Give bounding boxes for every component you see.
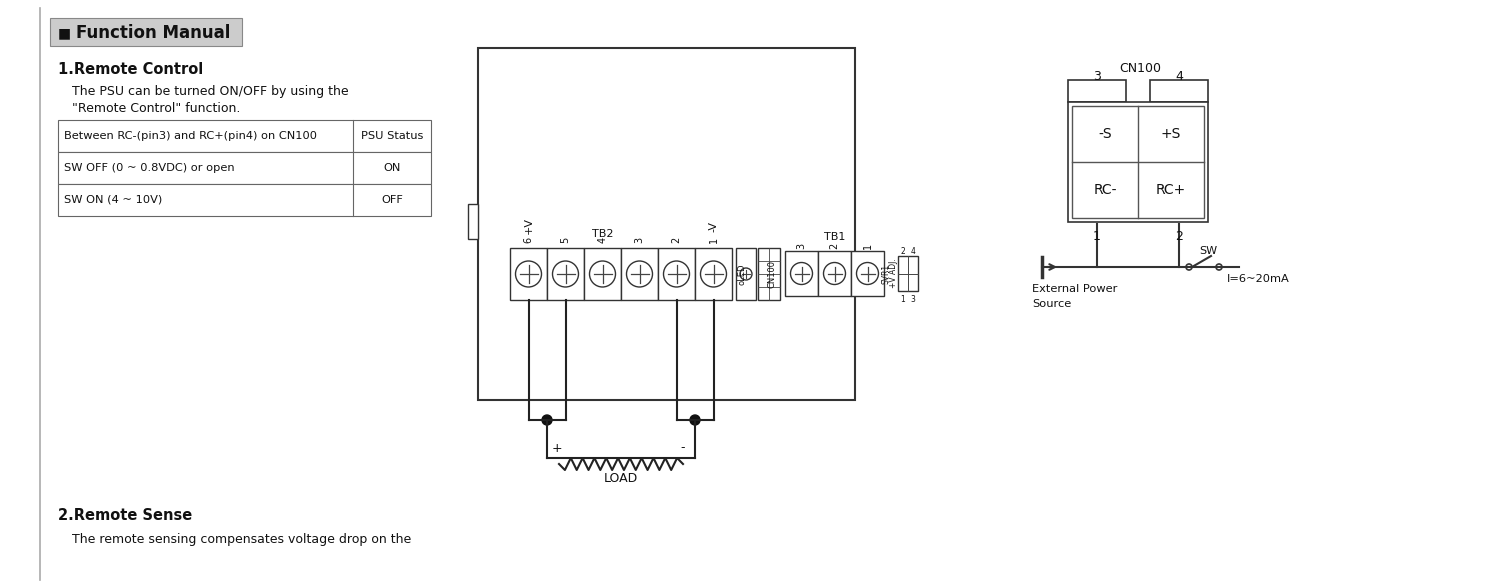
- Text: 3: 3: [1093, 69, 1101, 82]
- Text: SW OFF (0 ~ 0.8VDC) or open: SW OFF (0 ~ 0.8VDC) or open: [64, 163, 234, 173]
- Circle shape: [541, 415, 552, 425]
- Text: 1: 1: [862, 243, 872, 249]
- Bar: [510, 248, 547, 300]
- Bar: [1067, 102, 1208, 222]
- Bar: [736, 248, 756, 300]
- Bar: [478, 48, 854, 400]
- Text: -: -: [680, 442, 685, 455]
- Text: CN100: CN100: [1119, 62, 1161, 75]
- Text: OFF: OFF: [381, 195, 402, 205]
- Bar: [696, 248, 732, 300]
- Text: +: +: [552, 442, 562, 455]
- Bar: [547, 248, 584, 300]
- Circle shape: [626, 261, 653, 287]
- Text: -V: -V: [709, 220, 718, 232]
- Text: 3: 3: [797, 243, 806, 249]
- Bar: [57, 184, 431, 216]
- Text: CN100: CN100: [768, 260, 777, 288]
- Circle shape: [739, 268, 751, 280]
- Text: 1: 1: [1093, 229, 1101, 242]
- Text: +V: +V: [523, 218, 534, 235]
- Text: 4: 4: [910, 246, 915, 256]
- Bar: [898, 256, 918, 291]
- Text: The remote sensing compensates voltage drop on the: The remote sensing compensates voltage d…: [73, 533, 411, 546]
- Text: 3: 3: [910, 295, 915, 303]
- Bar: [1151, 80, 1208, 102]
- Circle shape: [824, 262, 845, 285]
- Text: 2: 2: [901, 246, 906, 256]
- Bar: [584, 248, 621, 300]
- Circle shape: [1185, 264, 1191, 270]
- Text: 2.Remote Sense: 2.Remote Sense: [57, 507, 192, 523]
- Text: oLED: oLED: [738, 263, 747, 285]
- Text: 4: 4: [597, 237, 608, 243]
- Bar: [57, 120, 431, 152]
- Text: "Remote Control" function.: "Remote Control" function.: [73, 102, 240, 115]
- Text: 2: 2: [1175, 229, 1182, 242]
- Bar: [1072, 106, 1204, 218]
- Circle shape: [516, 261, 541, 287]
- Bar: [818, 251, 851, 296]
- Bar: [658, 248, 696, 300]
- Bar: [785, 251, 818, 296]
- Text: SW ON (4 ~ 10V): SW ON (4 ~ 10V): [64, 195, 162, 205]
- Bar: [57, 152, 431, 184]
- Text: 5: 5: [561, 237, 570, 243]
- Text: Source: Source: [1033, 299, 1070, 309]
- Text: +S: +S: [1161, 127, 1181, 141]
- Text: 1: 1: [709, 237, 718, 243]
- Circle shape: [552, 261, 579, 287]
- Text: SVR1: SVR1: [881, 263, 891, 283]
- Bar: [621, 248, 658, 300]
- Bar: [758, 248, 780, 300]
- Bar: [469, 204, 478, 239]
- Text: TB2: TB2: [591, 229, 614, 239]
- Text: 1.Remote Control: 1.Remote Control: [57, 62, 203, 78]
- Text: +V ADJ.: +V ADJ.: [889, 259, 898, 288]
- Text: 2: 2: [830, 243, 839, 249]
- Text: RC+: RC+: [1155, 183, 1185, 197]
- Text: TB1: TB1: [824, 232, 845, 242]
- Text: 1: 1: [901, 295, 906, 303]
- Text: I=6~20mA: I=6~20mA: [1228, 274, 1290, 284]
- Text: The PSU can be turned ON/OFF by using the: The PSU can be turned ON/OFF by using th…: [73, 85, 349, 99]
- Text: PSU Status: PSU Status: [361, 131, 423, 141]
- Text: 3: 3: [635, 237, 644, 243]
- Bar: [1067, 80, 1126, 102]
- Text: RC-: RC-: [1093, 183, 1117, 197]
- Circle shape: [856, 262, 878, 285]
- Text: ■: ■: [57, 26, 71, 40]
- Circle shape: [1216, 264, 1222, 270]
- Circle shape: [700, 261, 726, 287]
- Circle shape: [689, 415, 700, 425]
- Text: 6: 6: [523, 237, 534, 243]
- Text: LOAD: LOAD: [603, 472, 638, 485]
- Text: 4: 4: [1175, 69, 1182, 82]
- Circle shape: [590, 261, 615, 287]
- Text: -S: -S: [1098, 127, 1111, 141]
- Text: ON: ON: [384, 163, 401, 173]
- Bar: [50, 18, 242, 46]
- Text: Between RC-(pin3) and RC+(pin4) on CN100: Between RC-(pin3) and RC+(pin4) on CN100: [64, 131, 318, 141]
- Bar: [851, 251, 885, 296]
- Text: SW: SW: [1199, 246, 1217, 256]
- Text: 2: 2: [671, 237, 682, 243]
- Text: Function Manual: Function Manual: [76, 24, 230, 42]
- Circle shape: [791, 262, 812, 285]
- Circle shape: [664, 261, 689, 287]
- Text: External Power: External Power: [1033, 284, 1117, 294]
